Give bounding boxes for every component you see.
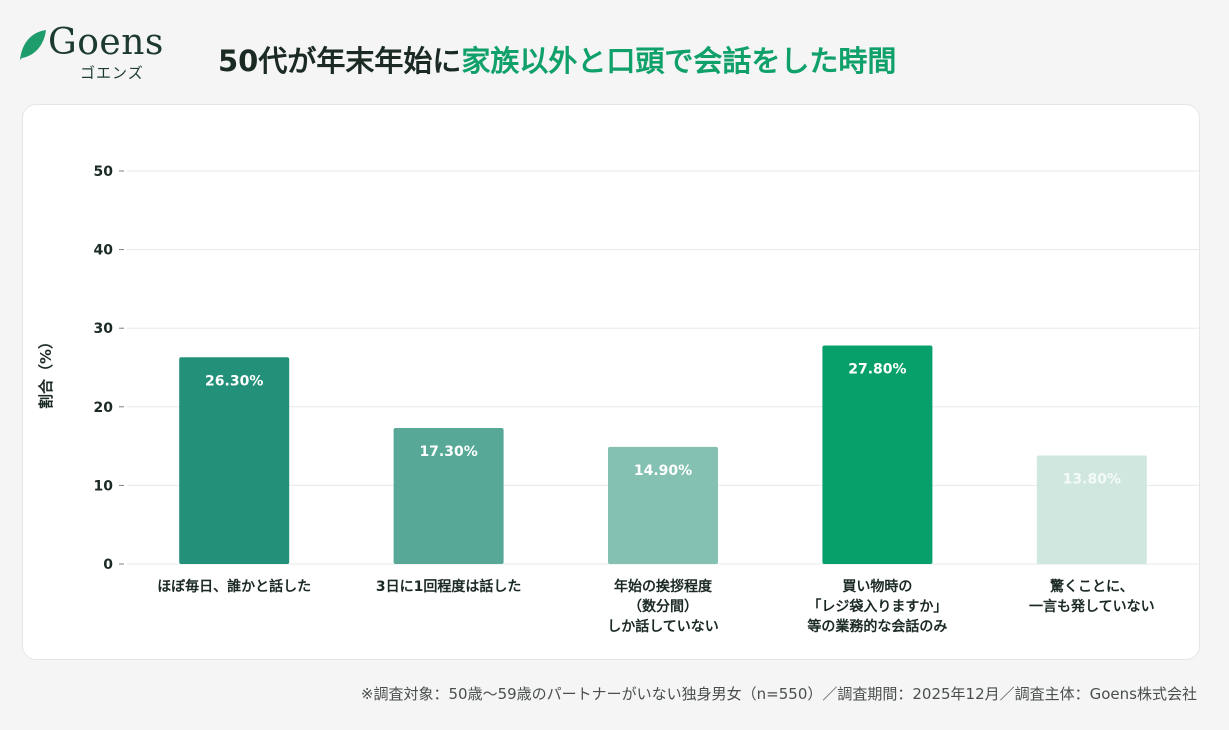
leaf-icon xyxy=(20,30,46,60)
y-tick-label: 50 xyxy=(94,164,114,180)
y-tick-label: 0 xyxy=(103,557,113,573)
bar-value-label: 13.80% xyxy=(1063,472,1121,488)
title-part2-highlight: 家族以外と口頭で会話をした時間 xyxy=(461,44,897,78)
bar-chart: 0 10 20 30 40 50 割合（%） 26.30% ほぼ毎日、誰かと話した 17.30% 3… xyxy=(37,164,1199,635)
x-category-label: 一言も発していない xyxy=(1029,598,1155,615)
footnote: ※調査対象：50歳〜59歳のパートナーがいない独身男女（n=550）／調査期間：… xyxy=(360,685,1197,703)
bar xyxy=(1036,455,1147,564)
x-category-label: 驚くことに、 xyxy=(1049,578,1134,595)
bar xyxy=(393,428,504,564)
chart-panel: 0 10 20 30 40 50 割合（%） 26.30% ほぼ毎日、誰かと話した 17.30% 3… xyxy=(22,104,1200,660)
bar xyxy=(608,446,718,564)
y-tick-label: 10 xyxy=(94,478,114,494)
x-category-label: 等の業務的な会話のみ xyxy=(807,618,947,635)
x-category-label: 「レジ袋入りますか」 xyxy=(807,598,947,615)
bar-value-label: 27.80% xyxy=(848,361,906,377)
x-category-label: 3日に1回程度は話した xyxy=(376,578,521,595)
page-title: 50代が年末年始に家族以外と口頭で会話をした時間 xyxy=(218,38,896,80)
title-part1: 50代が年末年始に xyxy=(218,44,462,78)
logo-wordmark: Goens xyxy=(48,22,164,63)
x-category-label: 買い物時の xyxy=(842,578,912,595)
bar-value-label: 26.30% xyxy=(205,373,263,389)
x-category-label: 年始の挨拶程度 xyxy=(614,578,713,595)
x-category-label: （数分間） xyxy=(628,598,698,615)
bar-value-label: 17.30% xyxy=(419,444,477,460)
logo-kana: ゴエンズ xyxy=(80,64,144,82)
bar xyxy=(179,357,290,564)
bar xyxy=(822,345,933,564)
y-tick-label: 40 xyxy=(94,243,114,259)
y-tick-label: 30 xyxy=(94,321,114,337)
y-axis-label: 割合（%） xyxy=(37,334,55,409)
bar-value-label: 14.90% xyxy=(634,463,692,479)
goens-logo: Goens ゴエンズ xyxy=(18,22,178,84)
x-category-label: ほぼ毎日、誰かと話した xyxy=(157,578,311,595)
y-tick-label: 20 xyxy=(94,400,114,416)
x-category-label: しか話していない xyxy=(607,618,719,635)
